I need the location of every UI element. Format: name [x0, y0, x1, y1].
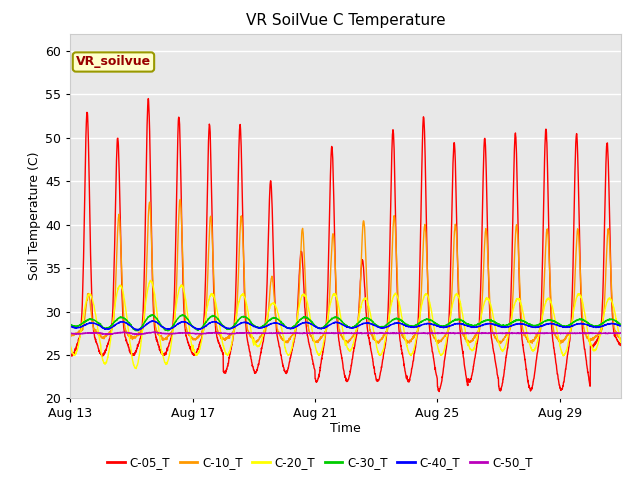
- X-axis label: Time: Time: [330, 422, 361, 435]
- Title: VR SoilVue C Temperature: VR SoilVue C Temperature: [246, 13, 445, 28]
- Y-axis label: Soil Temperature (C): Soil Temperature (C): [28, 152, 41, 280]
- Text: VR_soilvue: VR_soilvue: [76, 56, 151, 69]
- Legend: C-05_T, C-10_T, C-20_T, C-30_T, C-40_T, C-50_T: C-05_T, C-10_T, C-20_T, C-30_T, C-40_T, …: [102, 452, 538, 474]
